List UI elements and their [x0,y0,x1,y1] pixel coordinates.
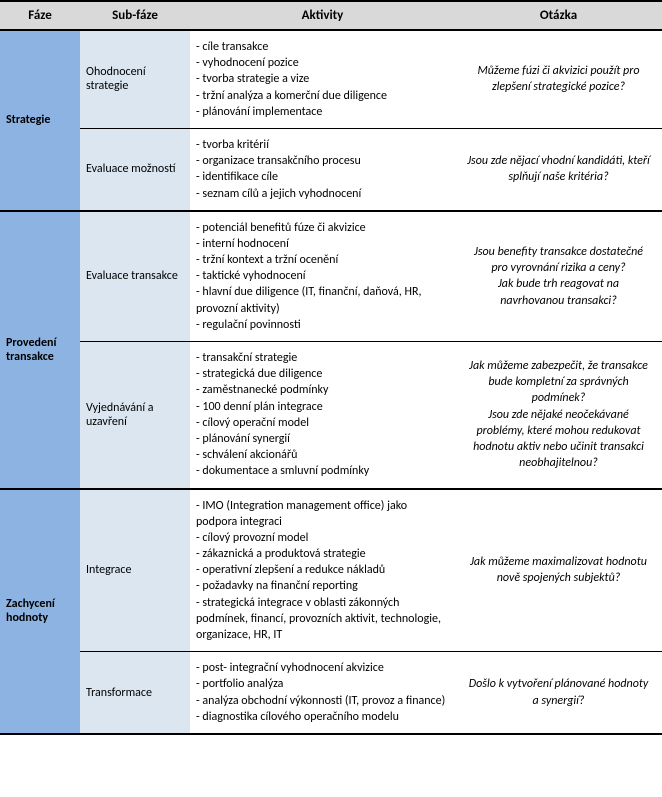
header-sub: Sub-fáze [80,1,190,30]
header-act: Aktivity [190,1,455,30]
activity-item: taktické vyhodnocení [196,268,447,284]
table-body: StrategieOhodnocení strategiecíle transa… [0,30,662,734]
question-cell: Došlo k vytvoření plánované hodnoty a sy… [455,652,662,734]
activity-item: 100 denní plán integrace [196,399,447,415]
activity-item: plánování implementace [196,104,447,120]
phase-cell: Provedení transakce [0,211,80,489]
question-cell: Jak můžeme zabezpečit, že transakce bude… [455,342,662,489]
header-row: Fáze Sub-fáze Aktivity Otázka [0,1,662,30]
activities-cell: potenciál benefitů fúze či akviziceinter… [190,211,455,342]
activities-cell: cíle transakcevyhodnocení pozicetvorba s… [190,30,455,128]
phases-table: Fáze Sub-fáze Aktivity Otázka StrategieO… [0,0,662,735]
table-row: Evaluace možnostítvorba kritériíorganiza… [0,128,662,210]
activities-cell: post- integrační vyhodnocení akvizicepor… [190,652,455,734]
question-cell: Můžeme fúzi či akvizici použít pro zlepš… [455,30,662,128]
table-row: Provedení transakceEvaluace transakcepot… [0,211,662,342]
question-cell: Jsou benefity transakce dostatečné pro v… [455,211,662,342]
activity-item: vyhodnocení pozice [196,55,447,71]
question-cell: Jsou zde nějací vhodní kandidáti, kteří … [455,128,662,210]
sub-phase-cell: Vyjednávání a uzavření [80,342,190,489]
question-cell: Jak můžeme maximalizovat hodnotu nově sp… [455,489,662,652]
activity-item: IMO (Integration management office) jako… [196,498,447,530]
activity-item: tvorba kritérií [196,137,447,153]
activity-item: tržní analýza a komerční due diligence [196,88,447,104]
activity-item: cíle transakce [196,39,447,55]
activity-item: organizace transakčního procesu [196,153,447,169]
sub-phase-cell: Integrace [80,489,190,652]
header-phase: Fáze [0,1,80,30]
activity-item: požadavky na finanční reporting [196,578,447,594]
activity-item: diagnostika cílového operačního modelu [196,709,447,725]
activity-item: dokumentace a smluvní podmínky [196,463,447,479]
activities-cell: transakční strategiestrategická due dili… [190,342,455,489]
header-q: Otázka [455,1,662,30]
sub-phase-cell: Evaluace transakce [80,211,190,342]
phase-cell: Strategie [0,30,80,211]
activity-item: regulační povinnosti [196,317,447,333]
activity-item: tvorba strategie a vize [196,71,447,87]
activity-item: strategická integrace v oblasti zákonnýc… [196,595,447,644]
activity-item: potenciál benefitů fúze či akvizice [196,220,447,236]
sub-phase-cell: Ohodnocení strategie [80,30,190,128]
phase-cell: Zachycení hodnoty [0,489,80,734]
activity-item: post- integrační vyhodnocení akvizice [196,660,447,676]
table-row: Zachycení hodnotyIntegraceIMO (Integrati… [0,489,662,652]
activity-item: cílový operační model [196,415,447,431]
activity-item: zákaznická a produktová strategie [196,546,447,562]
activity-item: portfolio analýza [196,676,447,692]
activity-item: operativní zlepšení a redukce nákladů [196,562,447,578]
activity-item: tržní kontext a tržní ocenění [196,252,447,268]
activity-item: transakční strategie [196,350,447,366]
sub-phase-cell: Evaluace možností [80,128,190,210]
activity-item: identifikace cíle [196,169,447,185]
table-row: StrategieOhodnocení strategiecíle transa… [0,30,662,128]
activities-cell: IMO (Integration management office) jako… [190,489,455,652]
activity-item: plánování synergií [196,431,447,447]
activity-item: seznam cílů a jejich vyhodnocení [196,186,447,202]
table-row: Transformacepost- integrační vyhodnocení… [0,652,662,734]
activity-item: interní hodnocení [196,236,447,252]
activity-item: hlavní due diligence (IT, finanční, daňo… [196,284,447,316]
activity-item: analýza obchodní výkonnosti (IT, provoz … [196,693,447,709]
sub-phase-cell: Transformace [80,652,190,734]
activity-item: schválení akcionářů [196,447,447,463]
table-row: Vyjednávání a uzavřenítransakční strateg… [0,342,662,489]
activities-cell: tvorba kritériíorganizace transakčního p… [190,128,455,210]
activity-item: zaměstnanecké podmínky [196,382,447,398]
activity-item: cílový provozní model [196,530,447,546]
activity-item: strategická due diligence [196,366,447,382]
